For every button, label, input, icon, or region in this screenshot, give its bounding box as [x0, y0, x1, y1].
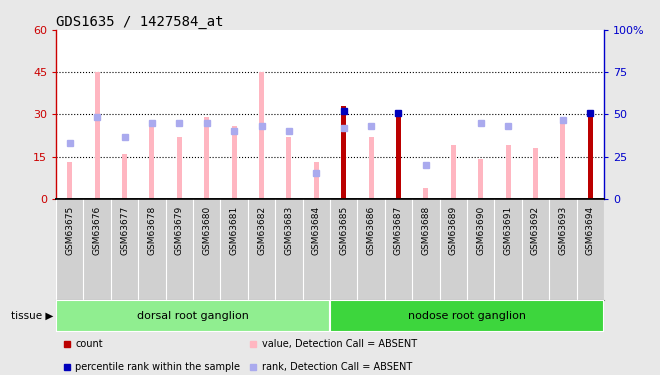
- Bar: [341, 106, 346, 199]
- Text: GSM63694: GSM63694: [585, 206, 595, 255]
- Text: rank, Detection Call = ABSENT: rank, Detection Call = ABSENT: [261, 362, 412, 372]
- Text: GSM63680: GSM63680: [202, 206, 211, 255]
- Bar: [506, 146, 510, 199]
- Text: GSM63690: GSM63690: [476, 206, 485, 255]
- Bar: [122, 154, 127, 199]
- Bar: [478, 159, 483, 199]
- Text: GSM63685: GSM63685: [339, 206, 348, 255]
- Bar: [424, 188, 428, 199]
- Text: dorsal root ganglion: dorsal root ganglion: [137, 311, 249, 321]
- Text: GSM63686: GSM63686: [366, 206, 376, 255]
- Bar: [533, 148, 538, 199]
- Bar: [56, 300, 330, 332]
- Bar: [205, 117, 209, 199]
- Text: GSM63675: GSM63675: [65, 206, 75, 255]
- Text: GSM63684: GSM63684: [312, 206, 321, 255]
- Bar: [259, 72, 264, 199]
- Bar: [286, 137, 291, 199]
- Text: GSM63677: GSM63677: [120, 206, 129, 255]
- Bar: [150, 120, 154, 199]
- Text: GSM63678: GSM63678: [147, 206, 156, 255]
- Bar: [232, 126, 236, 199]
- Bar: [314, 162, 319, 199]
- Text: nodose root ganglion: nodose root ganglion: [408, 311, 526, 321]
- Text: GSM63676: GSM63676: [92, 206, 102, 255]
- Bar: [95, 72, 100, 199]
- Text: percentile rank within the sample: percentile rank within the sample: [75, 362, 240, 372]
- Bar: [369, 137, 374, 199]
- Text: GSM63689: GSM63689: [449, 206, 458, 255]
- Text: GSM63682: GSM63682: [257, 206, 266, 255]
- Text: value, Detection Call = ABSENT: value, Detection Call = ABSENT: [261, 339, 416, 349]
- Text: GDS1635 / 1427584_at: GDS1635 / 1427584_at: [56, 15, 224, 29]
- Bar: [560, 123, 565, 199]
- Text: GSM63688: GSM63688: [421, 206, 430, 255]
- Text: GSM63692: GSM63692: [531, 206, 540, 255]
- Bar: [588, 112, 593, 199]
- Text: GSM63683: GSM63683: [284, 206, 294, 255]
- Text: GSM63693: GSM63693: [558, 206, 568, 255]
- Bar: [67, 162, 72, 199]
- Bar: [396, 112, 401, 199]
- Text: GSM63679: GSM63679: [175, 206, 184, 255]
- Text: GSM63691: GSM63691: [504, 206, 513, 255]
- Text: GSM63681: GSM63681: [230, 206, 239, 255]
- Text: count: count: [75, 339, 103, 349]
- Bar: [451, 146, 455, 199]
- Bar: [177, 137, 182, 199]
- Text: tissue ▶: tissue ▶: [11, 311, 53, 321]
- Text: GSM63687: GSM63687: [394, 206, 403, 255]
- Bar: [330, 300, 604, 332]
